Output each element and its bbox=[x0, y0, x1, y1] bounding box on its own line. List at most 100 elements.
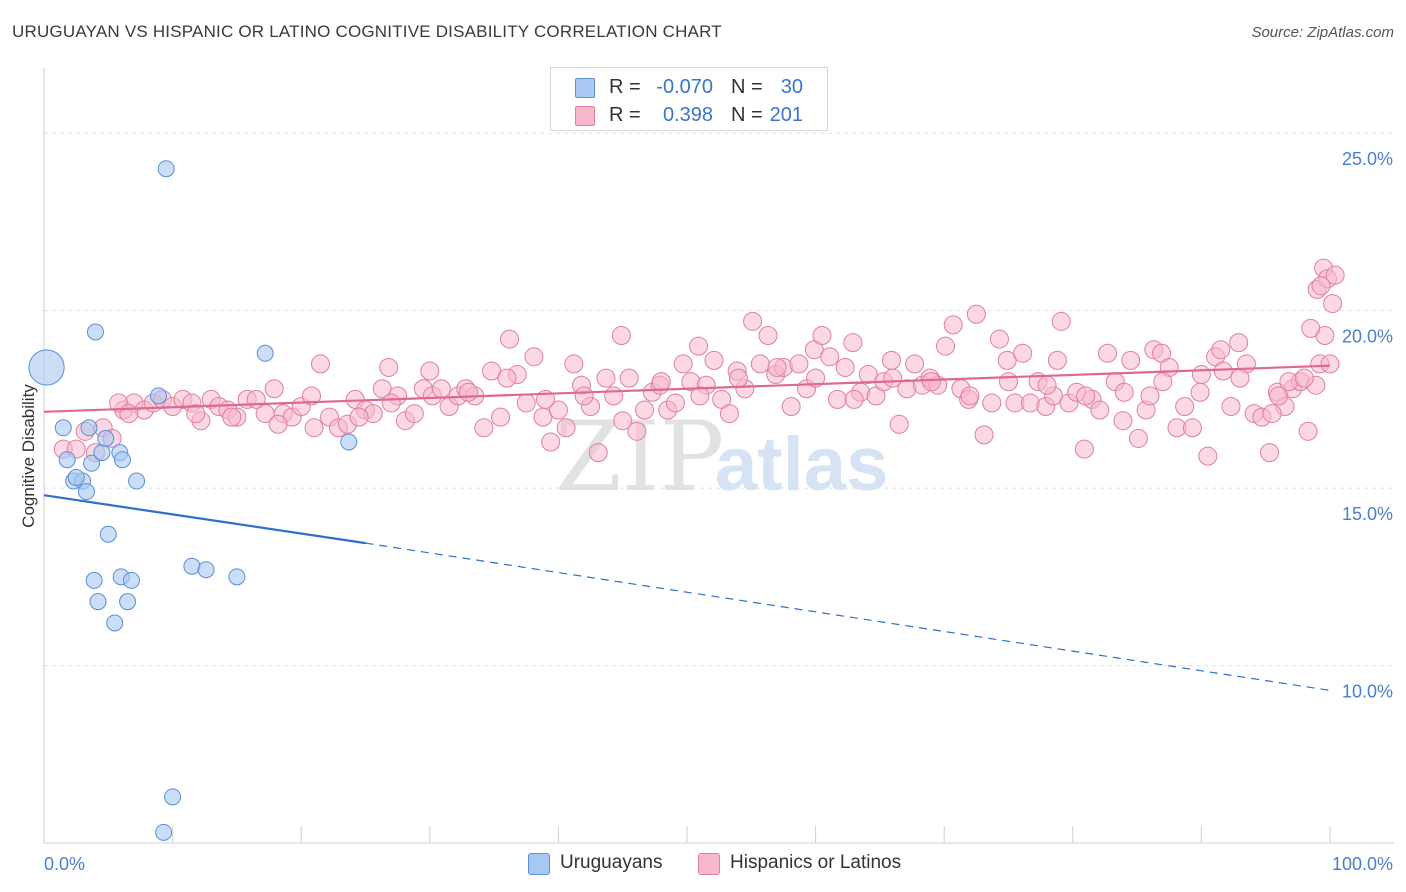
data-point-hispanics bbox=[604, 386, 624, 406]
data-point-hispanics bbox=[812, 326, 832, 346]
series-legend-label: Hispanics or Latinos bbox=[730, 852, 902, 873]
trend-lines bbox=[43, 364, 1331, 691]
data-point-hispanics bbox=[835, 357, 855, 377]
data-point-hispanics bbox=[943, 315, 963, 335]
data-point-hispanics bbox=[1182, 418, 1202, 438]
data-point-hispanics bbox=[458, 382, 478, 402]
data-point-hispanics bbox=[806, 368, 826, 388]
x-tick-label-min: 0.0% bbox=[44, 854, 85, 874]
chart-title: URUGUAYAN VS HISPANIC OR LATINO COGNITIV… bbox=[12, 22, 722, 41]
data-point-hispanics bbox=[1294, 368, 1314, 388]
data-point-hispanics bbox=[1020, 393, 1040, 413]
data-point-hispanics bbox=[1190, 382, 1210, 402]
data-point-hispanics bbox=[1262, 404, 1282, 424]
legend-n-label: N = bbox=[731, 76, 763, 98]
data-point-hispanics bbox=[301, 386, 321, 406]
data-point-hispanics bbox=[1153, 372, 1173, 392]
data-point-hispanics bbox=[1230, 368, 1250, 388]
data-point-hispanics bbox=[689, 336, 709, 356]
data-point-hispanics bbox=[304, 418, 324, 438]
y-axis-label: Cognitive Disability bbox=[19, 384, 38, 528]
data-point-hispanics bbox=[858, 365, 878, 385]
data-point-hispanics bbox=[404, 404, 424, 424]
data-point-uruguayans bbox=[197, 561, 215, 579]
series-legend-swatch bbox=[698, 853, 720, 875]
data-point-hispanics bbox=[1114, 382, 1134, 402]
data-point-hispanics bbox=[268, 414, 288, 434]
data-point-hispanics bbox=[613, 411, 633, 431]
data-point-hispanics bbox=[548, 400, 568, 420]
data-point-hispanics bbox=[264, 379, 284, 399]
data-point-hispanics bbox=[673, 354, 693, 374]
y-tick-label: 15.0% bbox=[1342, 504, 1393, 524]
series-hispanics-points bbox=[53, 258, 1345, 466]
legend-row-uruguayans: R = -0.070 N = 30 bbox=[551, 72, 827, 102]
data-point-hispanics bbox=[524, 347, 544, 367]
data-point-uruguayans bbox=[157, 160, 175, 178]
legend-n-value: 30 bbox=[780, 76, 803, 98]
data-point-hispanics bbox=[491, 407, 511, 427]
data-point-hispanics bbox=[1051, 311, 1071, 331]
watermark: ZIP atlas bbox=[555, 401, 888, 513]
data-point-hispanics bbox=[1325, 265, 1345, 285]
data-point-hispanics bbox=[974, 425, 994, 445]
data-point-uruguayans bbox=[119, 593, 137, 611]
y-tick-label: 25.0% bbox=[1342, 149, 1393, 169]
series-legend-label: Uruguayans bbox=[560, 852, 663, 873]
data-point-hispanics bbox=[1213, 361, 1233, 381]
axes bbox=[43, 68, 1394, 844]
data-point-hispanics bbox=[905, 354, 925, 374]
data-point-hispanics bbox=[372, 379, 392, 399]
data-point-hispanics bbox=[827, 389, 847, 409]
legend-row-hispanics: R = 0.398 N = 201 bbox=[551, 100, 827, 130]
data-point-hispanics bbox=[1260, 443, 1280, 463]
data-point-uruguayans bbox=[77, 483, 95, 501]
legend-n-label: N = bbox=[731, 104, 763, 126]
data-point-hispanics bbox=[349, 407, 369, 427]
data-point-hispanics bbox=[497, 368, 517, 388]
data-point-hispanics bbox=[1301, 318, 1321, 338]
data-point-hispanics bbox=[1175, 396, 1195, 416]
data-point-hispanics bbox=[1090, 400, 1110, 420]
data-point-hispanics bbox=[1198, 446, 1218, 466]
data-point-uruguayans bbox=[256, 344, 274, 362]
data-point-hispanics bbox=[1121, 350, 1141, 370]
data-point-hispanics bbox=[516, 393, 536, 413]
data-point-hispanics bbox=[820, 347, 840, 367]
data-point-hispanics bbox=[1098, 343, 1118, 363]
data-point-hispanics bbox=[719, 404, 739, 424]
data-point-hispanics bbox=[1013, 343, 1033, 363]
data-point-uruguayans bbox=[80, 419, 98, 437]
data-point-hispanics bbox=[1037, 375, 1057, 395]
data-point-hispanics bbox=[935, 336, 955, 356]
trend-line-uruguayans bbox=[43, 494, 366, 545]
data-point-hispanics bbox=[665, 393, 685, 413]
data-point-hispanics bbox=[704, 350, 724, 370]
y-tick-label: 20.0% bbox=[1342, 327, 1393, 347]
data-point-hispanics bbox=[843, 333, 863, 353]
data-point-hispanics bbox=[1229, 333, 1249, 353]
data-point-hispanics bbox=[564, 354, 584, 374]
data-point-hispanics bbox=[596, 368, 616, 388]
data-point-hispanics bbox=[186, 404, 206, 424]
legend-swatch-uruguayans bbox=[575, 78, 595, 98]
data-point-hispanics bbox=[1211, 340, 1231, 360]
data-point-hispanics bbox=[420, 361, 440, 381]
data-point-hispanics bbox=[997, 350, 1017, 370]
data-point-hispanics bbox=[1113, 411, 1133, 431]
data-point-hispanics bbox=[1311, 276, 1331, 296]
data-point-hispanics bbox=[381, 393, 401, 413]
data-point-uruguayans bbox=[89, 593, 107, 611]
data-point-hispanics bbox=[1128, 428, 1148, 448]
data-point-hispanics bbox=[960, 386, 980, 406]
data-point-hispanics bbox=[222, 407, 242, 427]
watermark-zip: ZIP bbox=[555, 401, 724, 513]
data-point-hispanics bbox=[758, 326, 778, 346]
data-point-hispanics bbox=[844, 389, 864, 409]
data-point-hispanics bbox=[750, 354, 770, 374]
data-point-uruguayans bbox=[113, 451, 131, 469]
trend-line-hispanics bbox=[43, 364, 1331, 413]
data-point-uruguayans bbox=[99, 525, 117, 543]
data-point-hispanics bbox=[474, 418, 494, 438]
